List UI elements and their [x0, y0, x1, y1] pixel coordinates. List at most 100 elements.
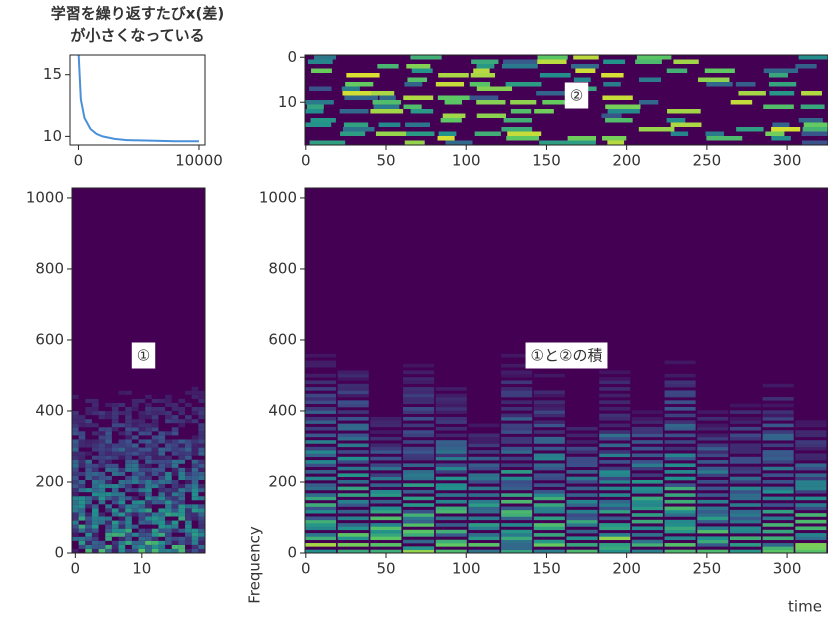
heatmap-cell	[138, 471, 146, 476]
heatmap-cell	[566, 519, 598, 524]
x-tick-label: 300	[773, 152, 802, 170]
heatmap-cell	[91, 548, 99, 553]
heatmap-cell	[165, 443, 172, 448]
x-tick-label: 200	[612, 152, 641, 170]
heatmap-cell	[85, 471, 92, 476]
heatmap-cell	[91, 455, 99, 460]
heatmap-cell	[697, 526, 729, 531]
heatmap-cell	[435, 529, 467, 534]
heatmap-cell	[191, 548, 199, 553]
heatmap-cell	[185, 467, 192, 472]
heatmap-cell	[729, 443, 761, 448]
heatmap-cell	[468, 493, 500, 497]
heatmap-cell	[762, 460, 794, 464]
heatmap-cell	[171, 467, 179, 472]
heatmap-cell	[607, 109, 640, 114]
heatmap-cell	[370, 430, 402, 434]
heatmap-cell	[664, 453, 696, 458]
heatmap-cell	[78, 480, 86, 485]
heatmap-cell	[198, 516, 205, 521]
heatmap-cell	[165, 459, 172, 464]
heatmap-cell	[697, 426, 729, 431]
heatmap-cell	[91, 496, 99, 501]
heatmap-cell	[536, 91, 569, 96]
heatmap-cell	[78, 544, 86, 549]
heatmap-cell	[151, 512, 159, 517]
heatmap-cell	[631, 416, 663, 421]
heatmap-cell	[198, 447, 205, 452]
heatmap-cell	[801, 91, 822, 96]
heatmap-cell	[501, 430, 533, 434]
heatmap-cell	[185, 512, 192, 517]
heatmap-cell	[795, 533, 827, 537]
heatmap-cell	[85, 544, 92, 549]
heatmap-cell	[72, 411, 79, 416]
heatmap-cell	[98, 520, 106, 525]
heatmap-cell	[631, 433, 663, 438]
heatmap-cell	[403, 519, 435, 524]
heatmap-cell	[191, 496, 199, 501]
heatmap-cell	[305, 496, 337, 501]
heatmap-cell	[105, 463, 112, 468]
heatmap-cell	[151, 415, 159, 420]
heatmap-cell	[105, 402, 112, 407]
heatmap-cell	[158, 475, 166, 480]
heatmap-cell	[468, 443, 500, 448]
heatmap-cell	[800, 104, 825, 109]
heatmap-cell	[171, 492, 179, 497]
heatmap-cell	[729, 436, 761, 441]
heatmap-cell	[158, 447, 166, 452]
heatmap-cell	[105, 431, 112, 436]
heatmap-cell	[311, 68, 332, 73]
heatmap-cell	[599, 549, 631, 554]
heatmap-cell	[631, 526, 663, 531]
heatmap-cell	[762, 529, 794, 534]
heatmap-cell	[78, 488, 86, 493]
heatmap-cell	[185, 548, 192, 553]
heatmap-cell	[198, 435, 205, 440]
heatmap-cell	[165, 415, 172, 420]
heatmap-cell	[138, 540, 146, 545]
heatmap-cell	[78, 536, 86, 541]
heatmap-cell	[403, 390, 435, 395]
heatmap-cell	[729, 426, 761, 431]
heatmap-cell	[795, 443, 827, 448]
heatmap-cell	[795, 430, 827, 434]
heatmap-cell	[105, 427, 112, 432]
heatmap-cell	[151, 435, 159, 440]
heatmap-cell	[145, 431, 152, 436]
heatmap-cell	[697, 519, 729, 524]
heatmap-cell	[762, 433, 794, 438]
heatmap-cell	[165, 528, 172, 533]
heatmap-cell	[403, 430, 435, 434]
heatmap-cell	[151, 419, 159, 424]
heatmap-cell	[664, 380, 696, 385]
heatmap-cell	[762, 473, 794, 477]
heatmap-cell	[510, 109, 532, 114]
heatmap-cell	[795, 476, 827, 481]
heatmap-cell	[305, 416, 337, 421]
heatmap-cell	[762, 486, 794, 491]
heatmap-cell	[403, 393, 435, 398]
heatmap-cell	[370, 483, 402, 487]
heatmap-cell	[762, 536, 794, 541]
heatmap-cell	[111, 524, 119, 529]
heatmap-cell	[795, 546, 827, 550]
heatmap-cell	[795, 433, 827, 438]
heatmap-cell	[98, 447, 106, 452]
heatmap-cell	[305, 483, 337, 487]
heatmap-cell	[138, 528, 146, 533]
heatmap-cell	[198, 459, 205, 464]
heatmap-cell	[337, 509, 369, 514]
heatmap-cell	[599, 493, 631, 497]
heatmap-cell	[178, 504, 186, 509]
heatmap-cell	[664, 526, 696, 531]
heatmap-cell	[191, 390, 199, 395]
heatmap-cell	[372, 100, 402, 105]
heatmap-cell	[185, 443, 192, 448]
heatmap-cell	[171, 540, 179, 545]
y-tick-label: 10	[43, 127, 62, 145]
heatmap-cell	[151, 500, 159, 505]
heatmap-cell	[111, 500, 119, 505]
heatmap-cell	[501, 486, 533, 491]
